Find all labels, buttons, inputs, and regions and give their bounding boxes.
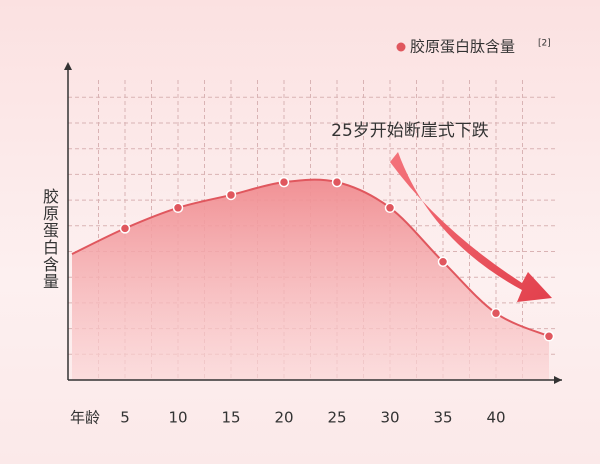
point [121, 224, 130, 233]
area [72, 180, 549, 380]
point [386, 203, 395, 212]
x-tick-label: 15 [221, 409, 240, 427]
x-tick-label: 25 [327, 409, 346, 427]
x-tick-label: 5 [120, 409, 130, 427]
point [439, 257, 448, 266]
page: 25岁开始断崖式下跌 胶原蛋白肽含量 [2] 年龄 5 10 15 20 25 30 35 4… [0, 0, 600, 464]
point [174, 203, 183, 212]
x-tick-label: 40 [486, 409, 505, 427]
x-tick-label: 30 [380, 409, 399, 427]
x-tick-label: 10 [168, 409, 187, 427]
legend-label: 胶原蛋白肽含量 [410, 38, 515, 56]
y-axis-label: 胶原蛋白含量 [37, 188, 61, 290]
x-tick-label: 35 [433, 409, 452, 427]
point [545, 332, 554, 341]
legend-note: [2] [538, 39, 551, 49]
point [227, 190, 236, 199]
y-axis-arrow [64, 62, 72, 70]
point [492, 309, 501, 318]
x-axis-arrow [554, 376, 562, 384]
plot [72, 178, 554, 380]
x-axis-label: 年龄 [70, 409, 100, 427]
annotation: 25岁开始断崖式下跌 [331, 121, 489, 141]
point [280, 178, 289, 187]
legend-swatch [397, 43, 406, 52]
point [333, 178, 342, 187]
chart: 25岁开始断崖式下跌 胶原蛋白肽含量 [2] 年龄 5 10 15 20 25 30 35 4… [0, 0, 600, 464]
x-tick-label: 20 [274, 409, 293, 427]
